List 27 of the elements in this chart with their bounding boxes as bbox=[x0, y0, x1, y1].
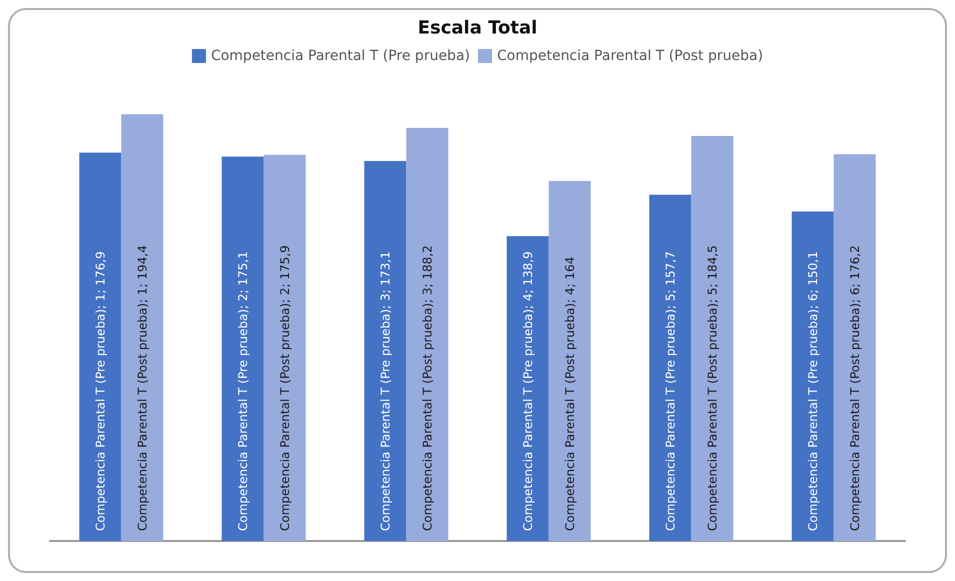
data-label: Competencia Parental T (Post prueba); 6; 176,2 bbox=[848, 245, 862, 531]
bar bbox=[222, 156, 264, 541]
bar bbox=[834, 154, 876, 541]
legend-label: Competencia Parental T (Pre prueba) bbox=[210, 48, 470, 64]
bar bbox=[121, 114, 164, 541]
data-label: Competencia Parental T (Pre prueba); 4; 138,9 bbox=[520, 251, 535, 531]
data-label: Competencia Parental T (Pre prueba); 1; 176,9 bbox=[93, 251, 108, 531]
bar bbox=[792, 211, 834, 541]
legend-label: Competencia Parental T (Post prueba) bbox=[496, 48, 764, 64]
data-label: Competencia Parental T (Pre prueba); 5; 157,7 bbox=[663, 251, 678, 531]
bar bbox=[548, 180, 591, 541]
data-label: Competencia Parental T (Post prueba); 4; 164 bbox=[562, 256, 577, 531]
bar bbox=[264, 154, 306, 541]
data-label: Competencia Parental T (Pre prueba); 3; 173,1 bbox=[378, 251, 392, 531]
bar bbox=[364, 161, 406, 541]
chart-title: Escala Total bbox=[418, 18, 538, 38]
data-label: Competencia Parental T (Post prueba); 2; 175,9 bbox=[278, 245, 292, 531]
bar bbox=[691, 136, 734, 541]
bar bbox=[506, 236, 549, 541]
data-label: Competencia Parental T (Post prueba); 3; 188,2 bbox=[420, 245, 434, 531]
data-label: Competencia Parental T (Pre prueba); 6; 150,1 bbox=[806, 251, 820, 531]
data-label: Competencia Parental T (Post prueba); 5; 184,5 bbox=[705, 245, 720, 531]
data-label: Competencia Parental T (Pre prueba); 2; 175,1 bbox=[236, 251, 250, 531]
bar bbox=[79, 152, 122, 541]
bar bbox=[406, 128, 448, 541]
data-label: Competencia Parental T (Post prueba); 1; 194,4 bbox=[135, 245, 150, 531]
bar bbox=[649, 194, 692, 541]
